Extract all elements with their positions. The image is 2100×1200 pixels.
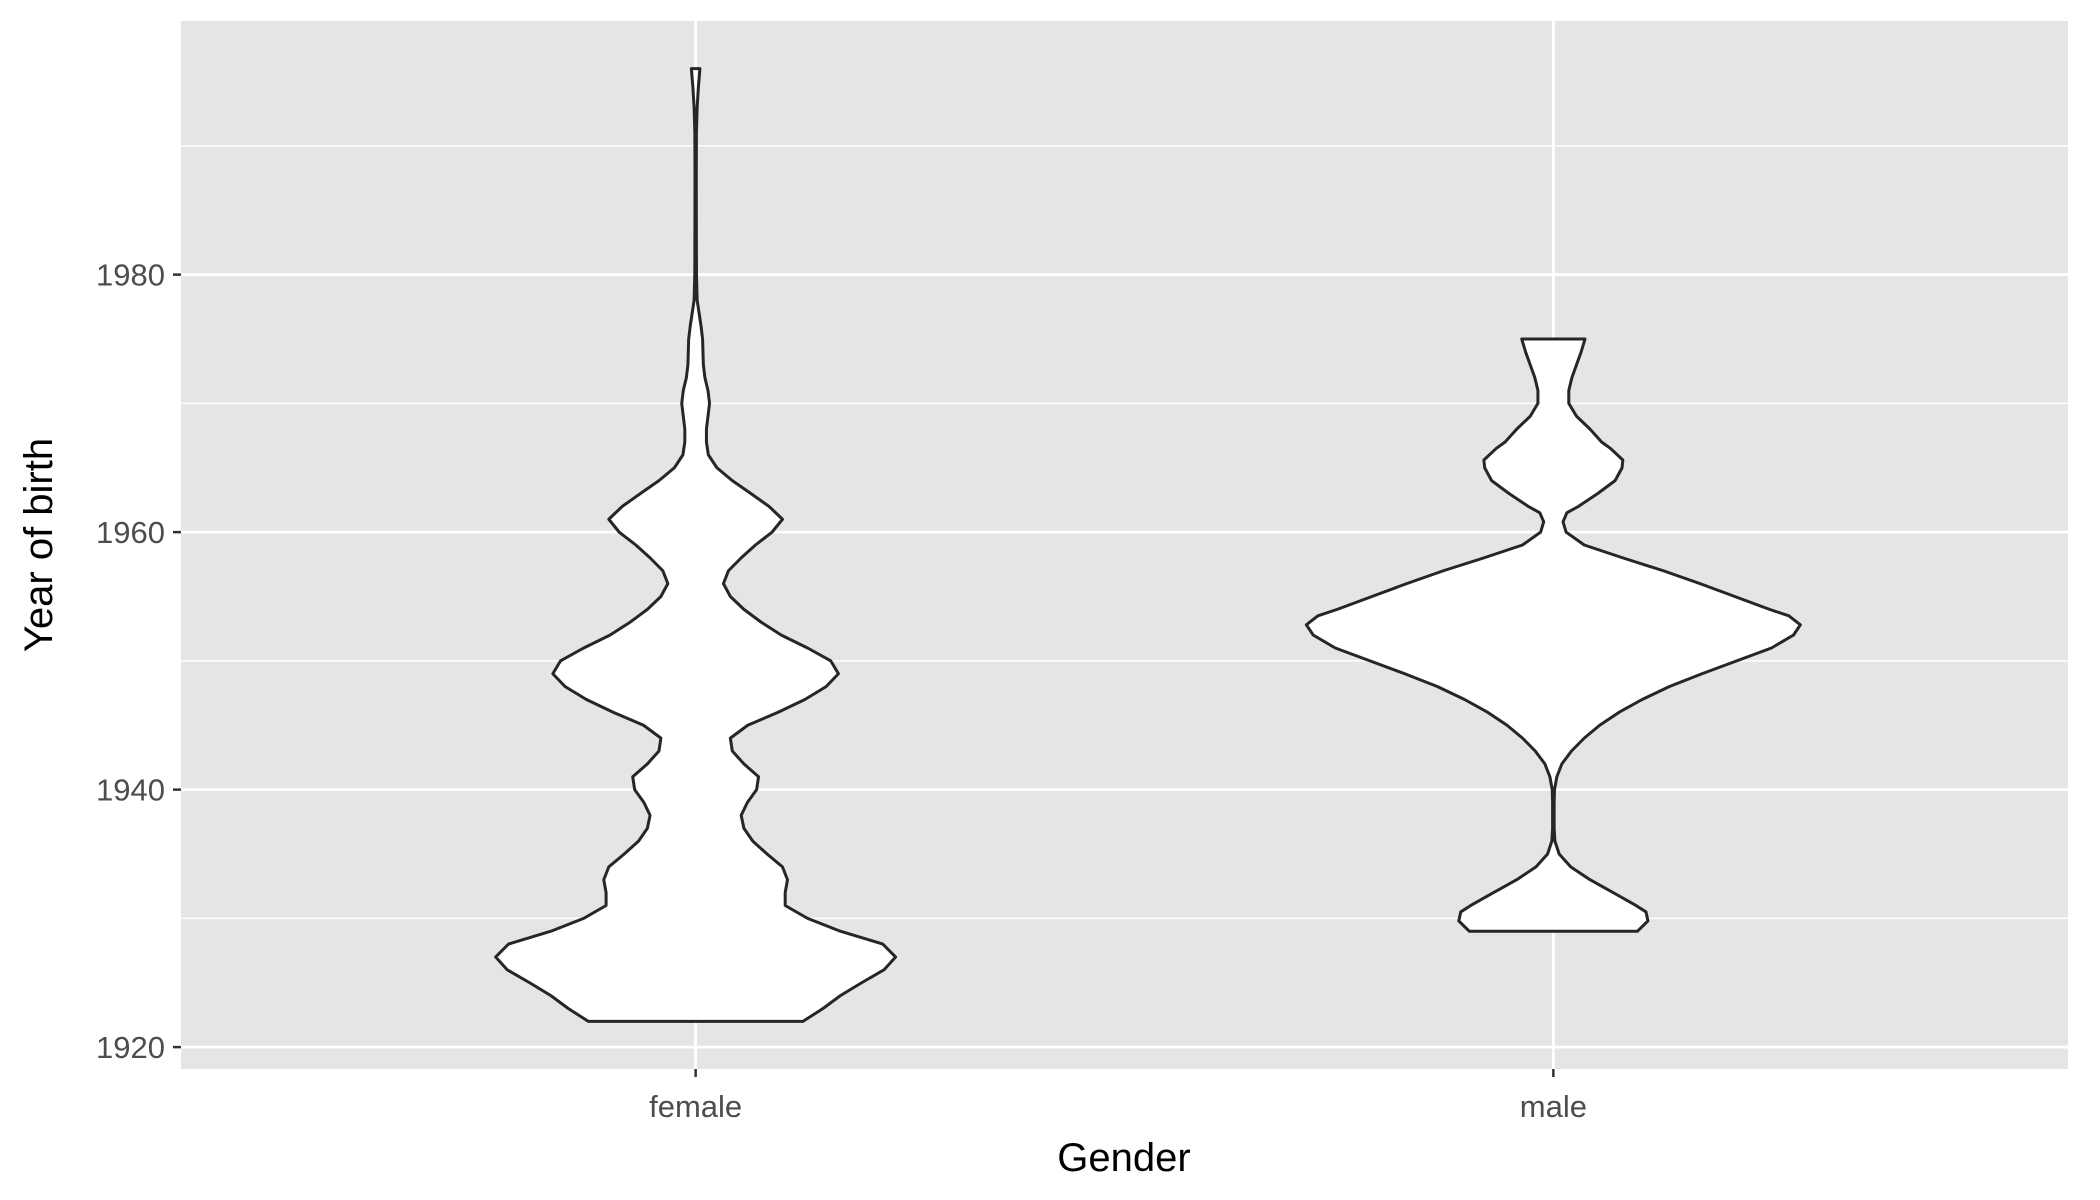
y-axis-title: Year of birth: [17, 438, 61, 652]
x-axis: female male: [649, 1069, 1587, 1124]
y-tick-label: 1980: [96, 258, 165, 293]
x-tick-label-female: female: [649, 1089, 742, 1124]
grid-minor: [181, 145, 2068, 920]
x-axis-title: Gender: [1057, 1136, 1190, 1180]
plot-panel: [181, 21, 2068, 1069]
violin-female: [494, 67, 898, 1023]
y-axis: 1920 1940 1960 1980: [96, 258, 181, 1065]
violin-male: [1304, 337, 1802, 933]
y-tick-label: 1940: [96, 773, 165, 808]
violin-layer: [494, 67, 1802, 1023]
y-tick-label: 1920: [96, 1030, 165, 1065]
x-tick-label-male: male: [1520, 1089, 1587, 1124]
y-tick-label: 1960: [96, 515, 165, 550]
